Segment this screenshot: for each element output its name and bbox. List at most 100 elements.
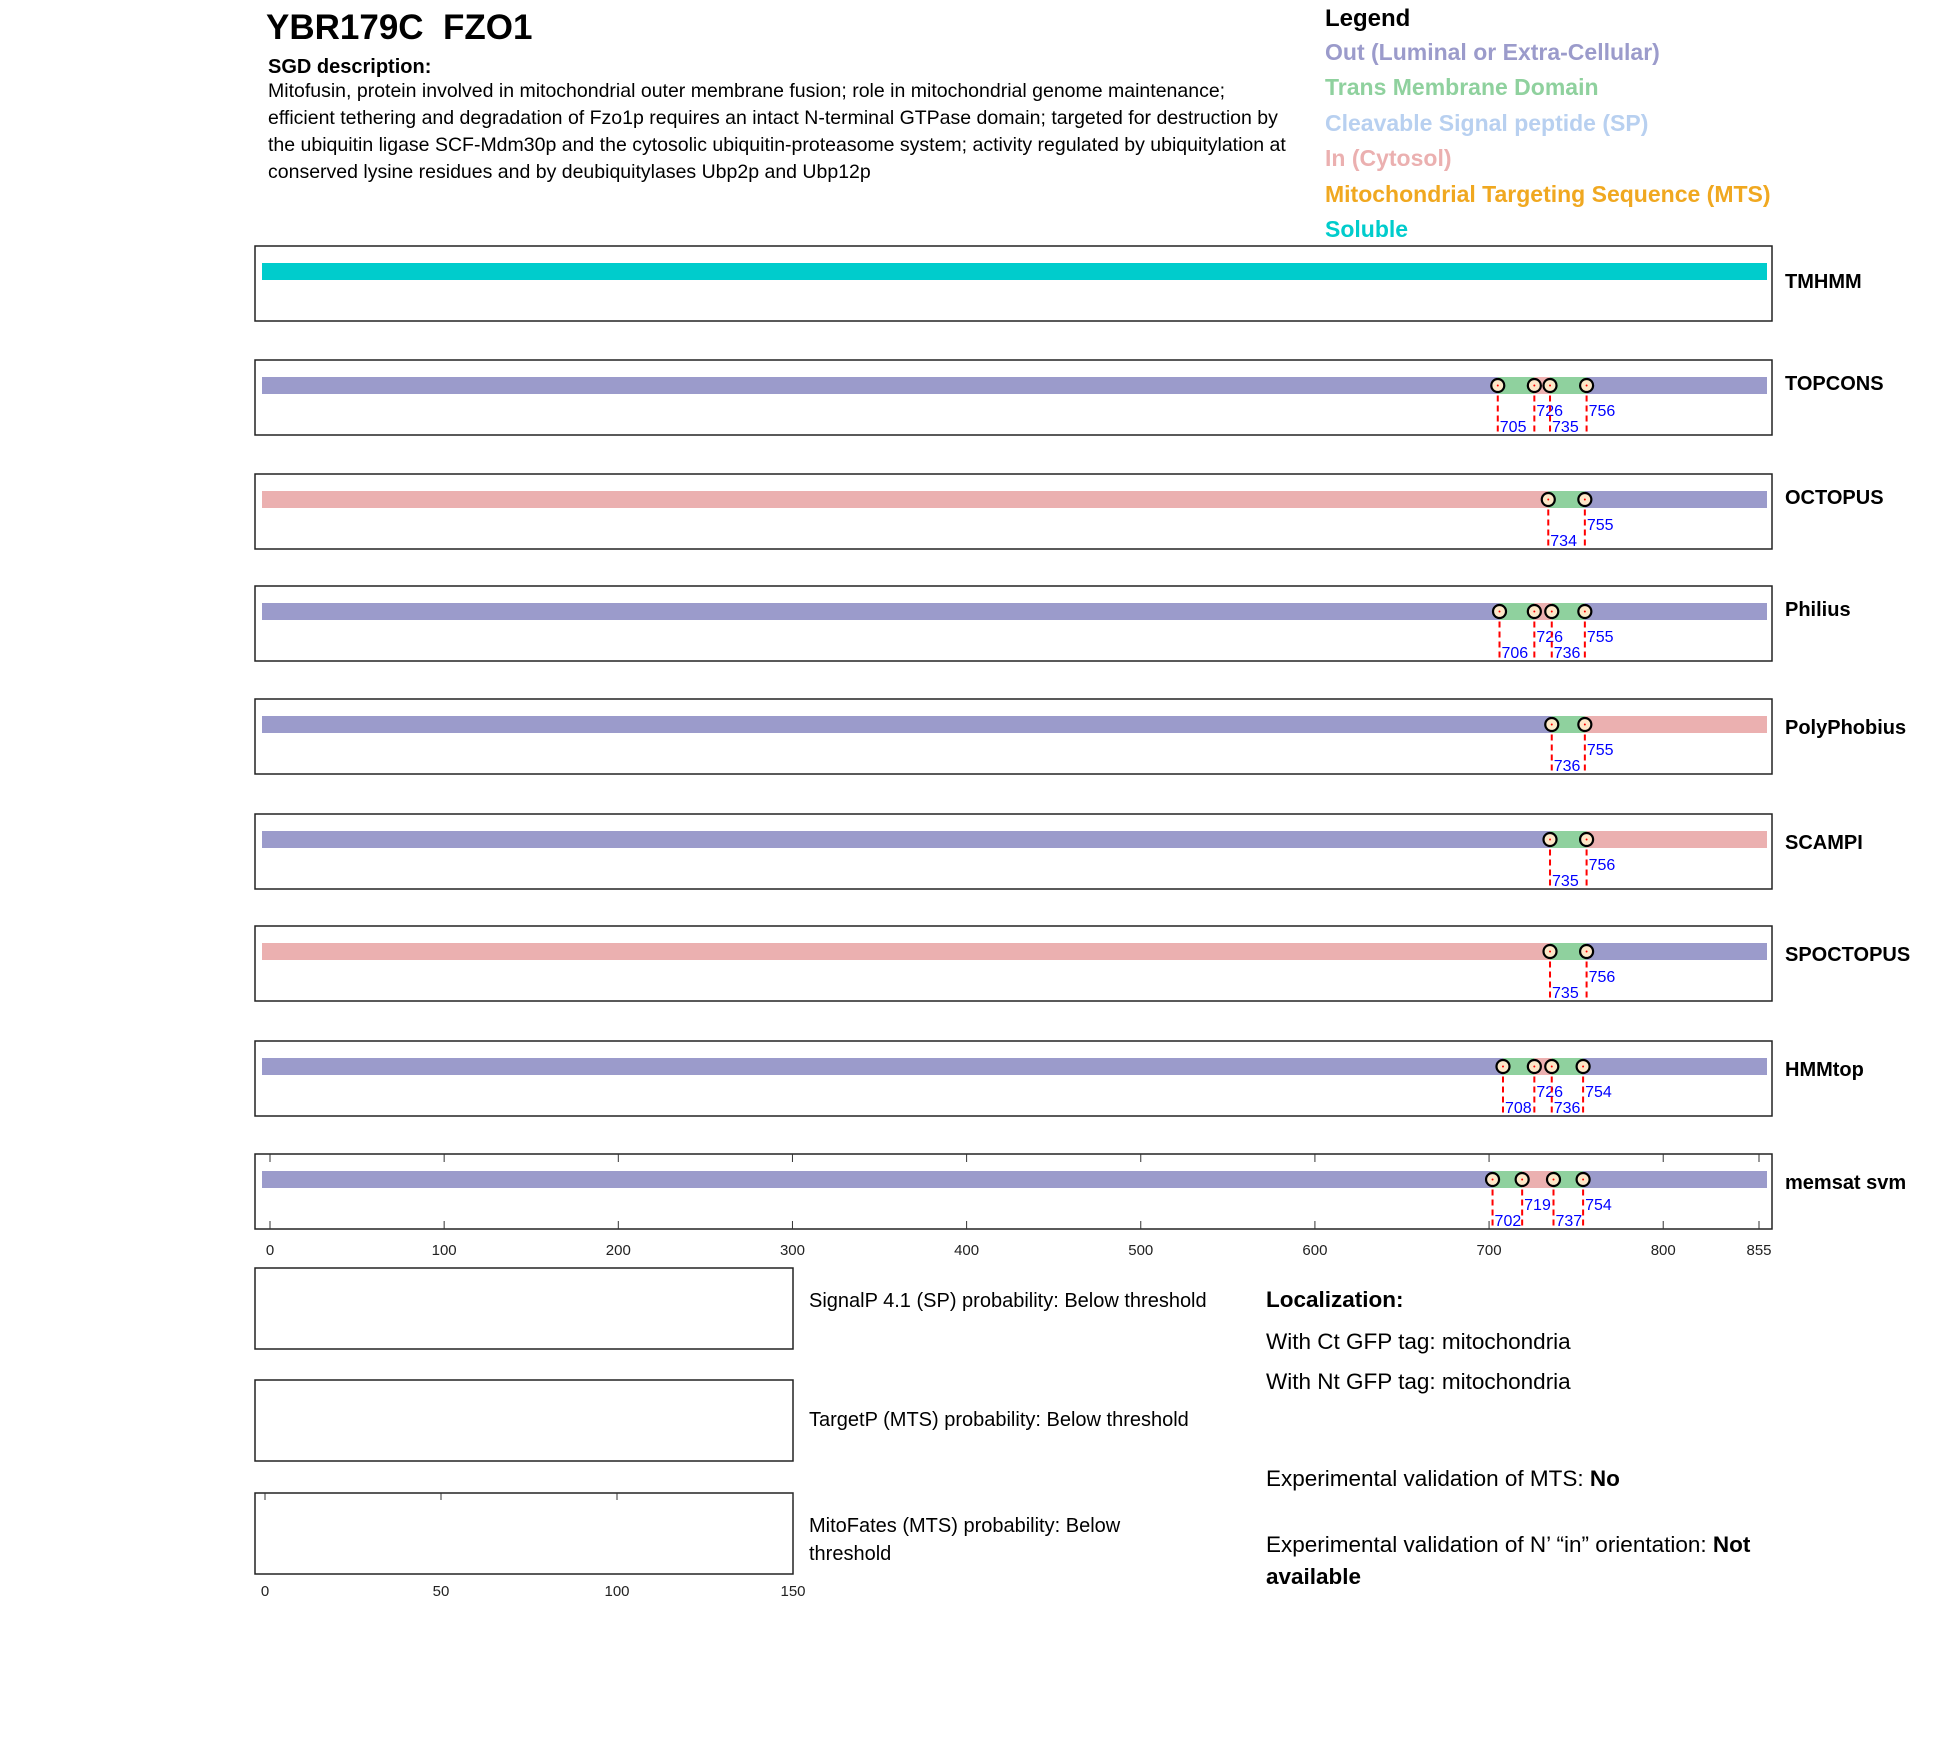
mts-validation: Experimental validation of MTS: No xyxy=(1266,1463,1826,1495)
track-label: HMMtop xyxy=(1785,1059,1864,1081)
segment-out xyxy=(1584,491,1767,508)
targetp-text: TargetP (MTS) probability: Below thresho… xyxy=(809,1409,1189,1431)
legend-title: Legend xyxy=(1325,5,1411,32)
marker-label: 705 xyxy=(1500,419,1527,436)
track-frame xyxy=(254,473,1773,550)
marker-dot xyxy=(1549,384,1552,387)
marker-dot xyxy=(1583,723,1586,726)
marker-label: 734 xyxy=(1550,533,1577,550)
segment-out xyxy=(1586,943,1767,960)
track-label: memsat svm xyxy=(1785,1172,1906,1194)
marker-label: 755 xyxy=(1587,742,1614,759)
track-label: SCAMPI xyxy=(1785,832,1863,854)
segment-in xyxy=(1584,716,1767,733)
segment-out xyxy=(1583,1058,1767,1075)
marker-dot xyxy=(1550,723,1553,726)
track-label: TOPCONS xyxy=(1785,373,1884,395)
x-tick-label: 600 xyxy=(1302,1242,1327,1259)
track-scampi: 735 756 SCAMPI xyxy=(254,813,1863,890)
marker-dot xyxy=(1521,1178,1524,1181)
page-title: YBR179C FZO1 xyxy=(266,8,533,47)
marker-label: 708 xyxy=(1505,1100,1532,1117)
marker-label: 755 xyxy=(1587,517,1614,534)
segment-soluble xyxy=(262,263,1767,280)
marker-label: 756 xyxy=(1589,403,1616,420)
legend-tm: Trans Membrane Domain xyxy=(1325,74,1599,100)
track-frame xyxy=(254,1153,1773,1230)
segment-out xyxy=(1583,1171,1767,1188)
segment-out xyxy=(262,1058,1503,1075)
mitofates-text: MitoFates (MTS) probability: Below thres… xyxy=(809,1515,1121,1565)
marker-label: 706 xyxy=(1502,645,1529,662)
signalp-text: SignalP 4.1 (SP) probability: Below thre… xyxy=(809,1290,1207,1312)
marker-dot xyxy=(1582,1178,1585,1181)
mts-validation-label: Experimental validation of MTS: xyxy=(1266,1466,1590,1491)
marker-dot xyxy=(1582,1065,1585,1068)
track-label: OCTOPUS xyxy=(1785,487,1884,509)
segment-tm xyxy=(1497,377,1535,394)
track-frame xyxy=(254,359,1773,436)
segment-tm xyxy=(1551,603,1585,620)
track-label: SPOCTOPUS xyxy=(1785,944,1910,966)
marker-dot xyxy=(1533,610,1536,613)
marker-dot xyxy=(1583,498,1586,501)
segment-in xyxy=(1522,1171,1554,1188)
x-tick-label: 800 xyxy=(1651,1242,1676,1259)
track-label: PolyPhobius xyxy=(1785,717,1906,739)
x-tick-label: 300 xyxy=(780,1242,805,1259)
probability-box xyxy=(254,1492,794,1575)
marker-label: 756 xyxy=(1589,969,1616,986)
segment-out xyxy=(262,603,1500,620)
segment-tm xyxy=(1550,831,1587,848)
localization-nt: With Nt GFP tag: mitochondria xyxy=(1266,1369,1571,1394)
segment-tm xyxy=(1550,377,1587,394)
marker-dot xyxy=(1585,950,1588,953)
marker-label: 736 xyxy=(1554,645,1581,662)
x-tick-label: 700 xyxy=(1477,1242,1502,1259)
segment-tm xyxy=(1548,491,1585,508)
segment-tm xyxy=(1502,1058,1535,1075)
track-frame xyxy=(254,1040,1773,1117)
track-topcons: 705726735756TOPCONS xyxy=(254,359,1884,436)
marker-label: 754 xyxy=(1585,1084,1612,1101)
marker-label: 735 xyxy=(1552,419,1579,436)
marker-label: 736 xyxy=(1554,758,1581,775)
prob-tick-label: 150 xyxy=(780,1583,805,1600)
track-frame xyxy=(254,925,1773,1002)
marker-dot xyxy=(1533,1065,1536,1068)
segment-in xyxy=(1586,831,1767,848)
prob-tick-label: 100 xyxy=(604,1583,629,1600)
marker-label: 737 xyxy=(1556,1213,1583,1230)
segment-tm xyxy=(1553,1171,1584,1188)
track-label: TMHMM xyxy=(1785,271,1862,293)
marker-dot xyxy=(1547,498,1550,501)
sgd-description: Mitofusin, protein involved in mitochond… xyxy=(268,80,1286,183)
nin-validation-label: Experimental validation of N’ “in” orien… xyxy=(1266,1532,1713,1557)
probability-box xyxy=(254,1267,794,1350)
track-spoctopus: 735 756 SPOCTOPUS xyxy=(254,925,1910,1002)
segment-out xyxy=(1586,377,1767,394)
mts-validation-value: No xyxy=(1589,1466,1620,1491)
track-octopus: 734 755 OCTOPUS xyxy=(254,473,1884,550)
marker-dot xyxy=(1549,950,1552,953)
marker-dot xyxy=(1550,610,1553,613)
marker-dot xyxy=(1583,610,1586,613)
marker-dot xyxy=(1550,1065,1553,1068)
nin-validation: Experimental validation of N’ “in” orien… xyxy=(1266,1529,1826,1593)
marker-label: 756 xyxy=(1589,857,1616,874)
x-tick-label: 0 xyxy=(266,1242,274,1259)
localization-heading: Localization: xyxy=(1266,1287,1404,1312)
track-frame xyxy=(254,245,1773,322)
marker-dot xyxy=(1501,1065,1504,1068)
x-tick-label: 855 xyxy=(1746,1242,1771,1259)
marker-dot xyxy=(1585,838,1588,841)
legend-mts: Mitochondrial Targeting Sequence (MTS) xyxy=(1325,181,1771,207)
prob-tick-label: 0 xyxy=(261,1583,269,1600)
segment-out xyxy=(262,716,1552,733)
marker-label: 736 xyxy=(1554,1100,1581,1117)
marker-label: 754 xyxy=(1585,1197,1612,1214)
x-tick-label: 500 xyxy=(1128,1242,1153,1259)
